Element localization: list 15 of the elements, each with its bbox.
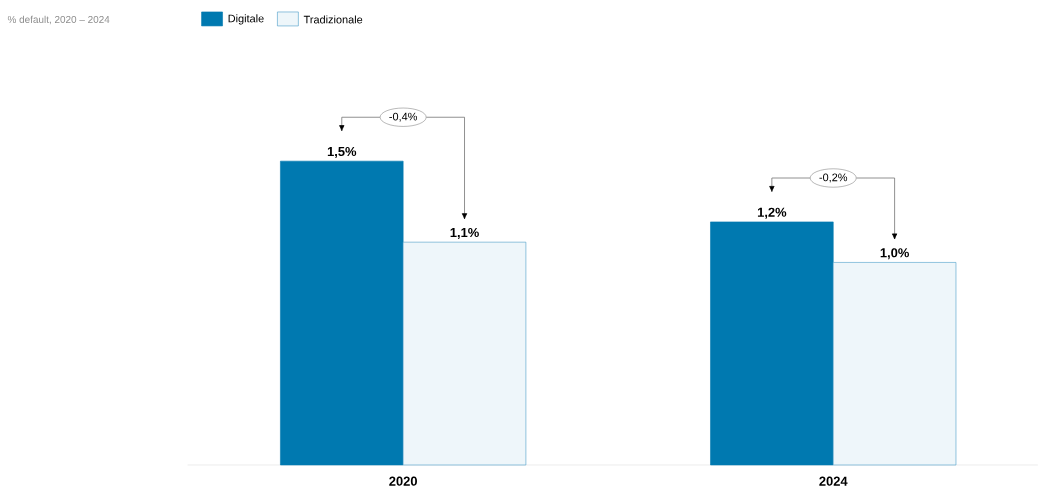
bar [280,160,404,466]
data-label: 1,1% [450,228,479,240]
data-label: 1,0% [880,248,909,260]
legend-label: Digitale [228,14,264,25]
bar [402,241,527,466]
bar [710,221,834,466]
x-tick-label: 2024 [819,476,848,486]
data-label: 1,5% [327,146,357,158]
bar [832,262,957,466]
data-label: 1,2% [757,207,787,219]
x-tick-label: 2020 [389,476,417,486]
text: -0,4% [389,112,418,122]
text: % default, 2020 – 2024 [7,15,110,25]
annotation: -0,2% [819,173,848,183]
legend-label: Tradizionale [303,15,363,24]
